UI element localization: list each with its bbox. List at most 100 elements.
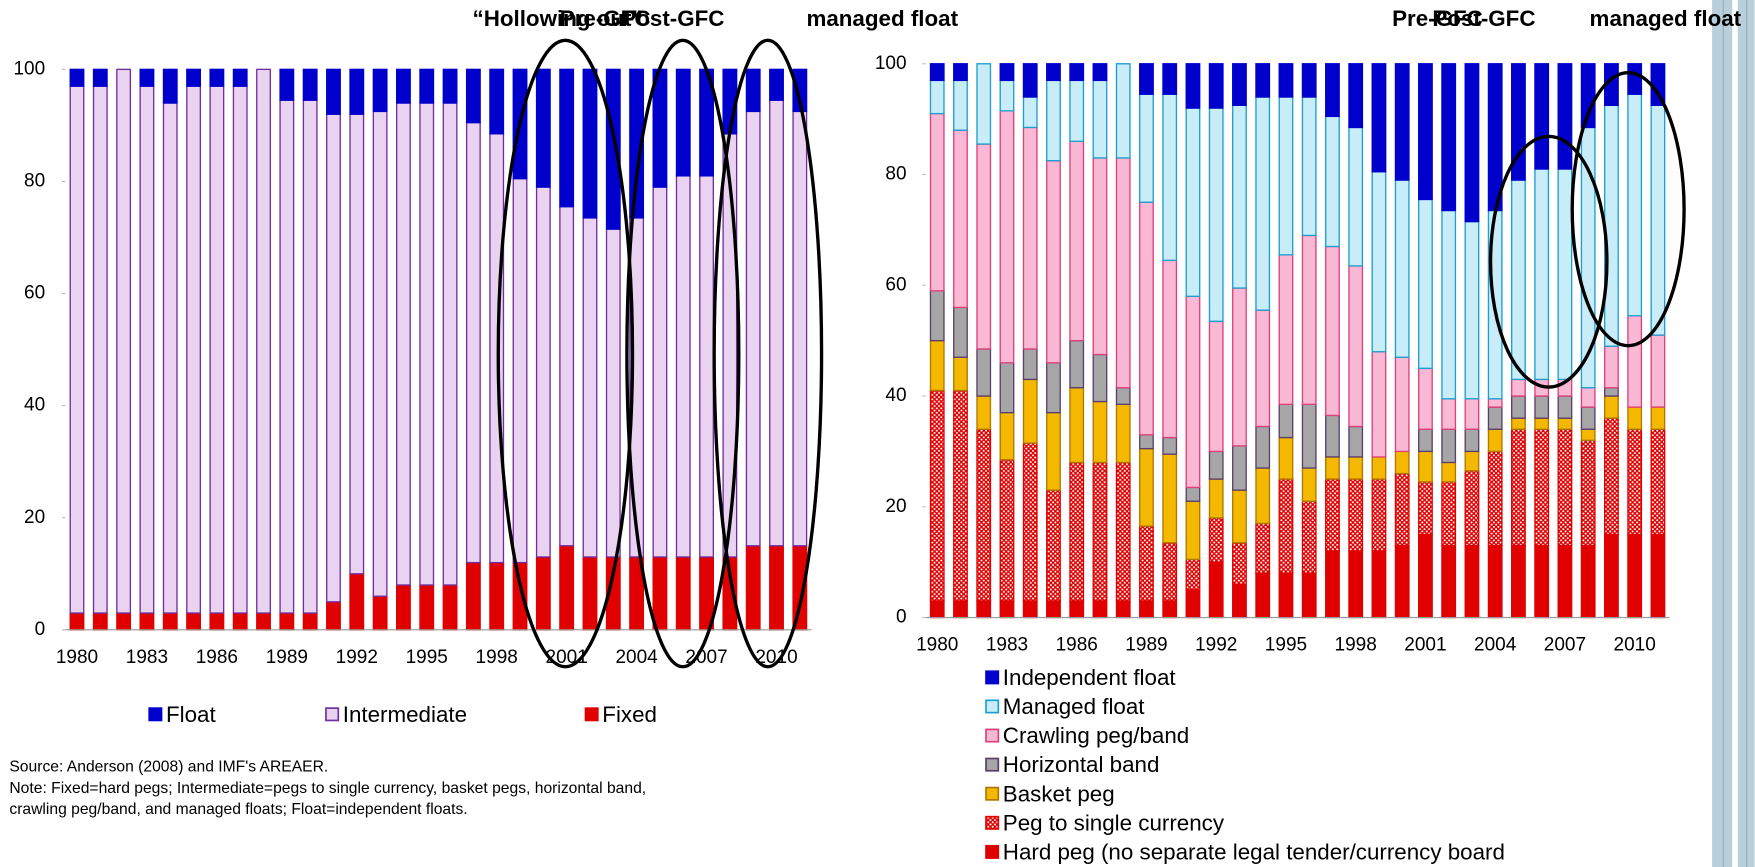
x-tick-label: 1992 [336, 647, 378, 668]
annotation: Pre-GFC [1392, 6, 1483, 31]
bar-segment [139, 68, 155, 87]
bar-segment [395, 102, 411, 586]
bar-segment [1092, 400, 1108, 464]
legend-swatch [148, 707, 163, 722]
bar-segment [139, 85, 155, 614]
bar-segment [1511, 428, 1526, 547]
bar-segment [1487, 450, 1503, 547]
bar-segment [1278, 96, 1294, 256]
bar-segment [1650, 104, 1666, 336]
bar-segment [1348, 425, 1364, 458]
legend-label: Managed float [1003, 694, 1145, 719]
bar-segment [1464, 220, 1480, 400]
bar-segment [1371, 351, 1387, 458]
bar-segment [1301, 96, 1317, 237]
y-tick-label: 80 [24, 170, 45, 191]
bar-segment [1580, 406, 1596, 430]
bar-segment [652, 186, 668, 558]
bar-segment [1185, 500, 1201, 561]
bar-segment [999, 79, 1015, 112]
bar-segment [1208, 320, 1224, 453]
bar-segment [999, 63, 1015, 82]
y-tick-label: 80 [885, 164, 906, 185]
bar-segment [1627, 533, 1643, 619]
bar-segment [999, 600, 1015, 619]
bar-segment [1394, 356, 1410, 453]
bar-segment [1580, 439, 1596, 547]
bar-segment [745, 68, 761, 113]
bar-segment [1208, 478, 1224, 519]
bar-segment [1232, 489, 1247, 544]
bar-segment [745, 110, 761, 547]
bar-segment [1232, 287, 1247, 447]
bar-segment [1511, 544, 1526, 619]
bar-segment [1627, 63, 1643, 95]
legend-swatch [325, 707, 340, 722]
bar-segment [1185, 589, 1201, 619]
bar-segment [559, 68, 575, 208]
annotation: Post-GFC [1432, 6, 1535, 31]
side-stripe [1712, 0, 1733, 867]
bar-segment [1348, 478, 1364, 552]
bar-segment [1115, 157, 1131, 389]
x-tick-label: 1995 [1265, 635, 1307, 656]
bar-segment [1139, 525, 1154, 602]
bar-segment [1092, 600, 1108, 619]
bar-segment [1069, 600, 1085, 619]
bar-segment [442, 68, 458, 104]
x-tick-label: 2004 [1474, 635, 1517, 656]
bar-segment [92, 68, 108, 87]
bar-segment [1232, 104, 1247, 289]
bar-segment [1604, 104, 1619, 347]
bar-segment [675, 175, 691, 558]
y-tick-label: 100 [13, 58, 45, 79]
bar-segment [1464, 544, 1480, 619]
bar-segment [1441, 398, 1457, 430]
bar-segment [976, 600, 992, 619]
bar-segment [699, 175, 714, 558]
bar-segment [1394, 472, 1410, 547]
legend-label: Crawling peg/band [1003, 723, 1189, 748]
bar-segment [1278, 436, 1294, 480]
bar-segment [256, 612, 271, 631]
bar-segment [489, 68, 505, 135]
bar-segment [1255, 467, 1271, 525]
bar-segment [69, 68, 85, 87]
x-tick-label: 2007 [685, 647, 727, 668]
bar-segment [953, 356, 968, 392]
bar-segment [652, 556, 668, 631]
bar-segment [1046, 79, 1061, 162]
bar-segment [1604, 395, 1619, 419]
bar-segment [326, 68, 341, 115]
bar-segment [1162, 63, 1178, 95]
bar-segment [675, 556, 691, 631]
annotation: “Hollowing out” [473, 6, 643, 31]
bar-segment [976, 348, 992, 397]
legend-label: Float [166, 702, 216, 727]
legend-swatch [985, 844, 1000, 859]
bar-segment [953, 389, 968, 602]
bar-segment [999, 362, 1015, 414]
bar-segment [1092, 461, 1108, 602]
bar-segment [302, 612, 318, 631]
bar-segment [1069, 339, 1085, 389]
bar-segment [186, 612, 201, 631]
bar-segment [976, 428, 992, 602]
bar-segment [1441, 481, 1457, 547]
bar-segment [1092, 79, 1108, 159]
bar-segment [1418, 428, 1433, 453]
bar-segment [1627, 93, 1643, 317]
bar-segment [1046, 362, 1061, 414]
x-tick-label: 2010 [755, 647, 797, 668]
bar-segment [1092, 353, 1108, 403]
bar-segment [372, 595, 388, 631]
bar-segment [1208, 450, 1224, 480]
bar-segment [1022, 96, 1038, 129]
bar-segment [1022, 600, 1038, 619]
bar-segment [976, 143, 992, 350]
bar-segment [1580, 63, 1596, 129]
bar-segment [1325, 115, 1340, 248]
bar-segment [1650, 533, 1666, 619]
bar-segment [1325, 550, 1340, 619]
highlight-ellipse [1488, 134, 1609, 389]
